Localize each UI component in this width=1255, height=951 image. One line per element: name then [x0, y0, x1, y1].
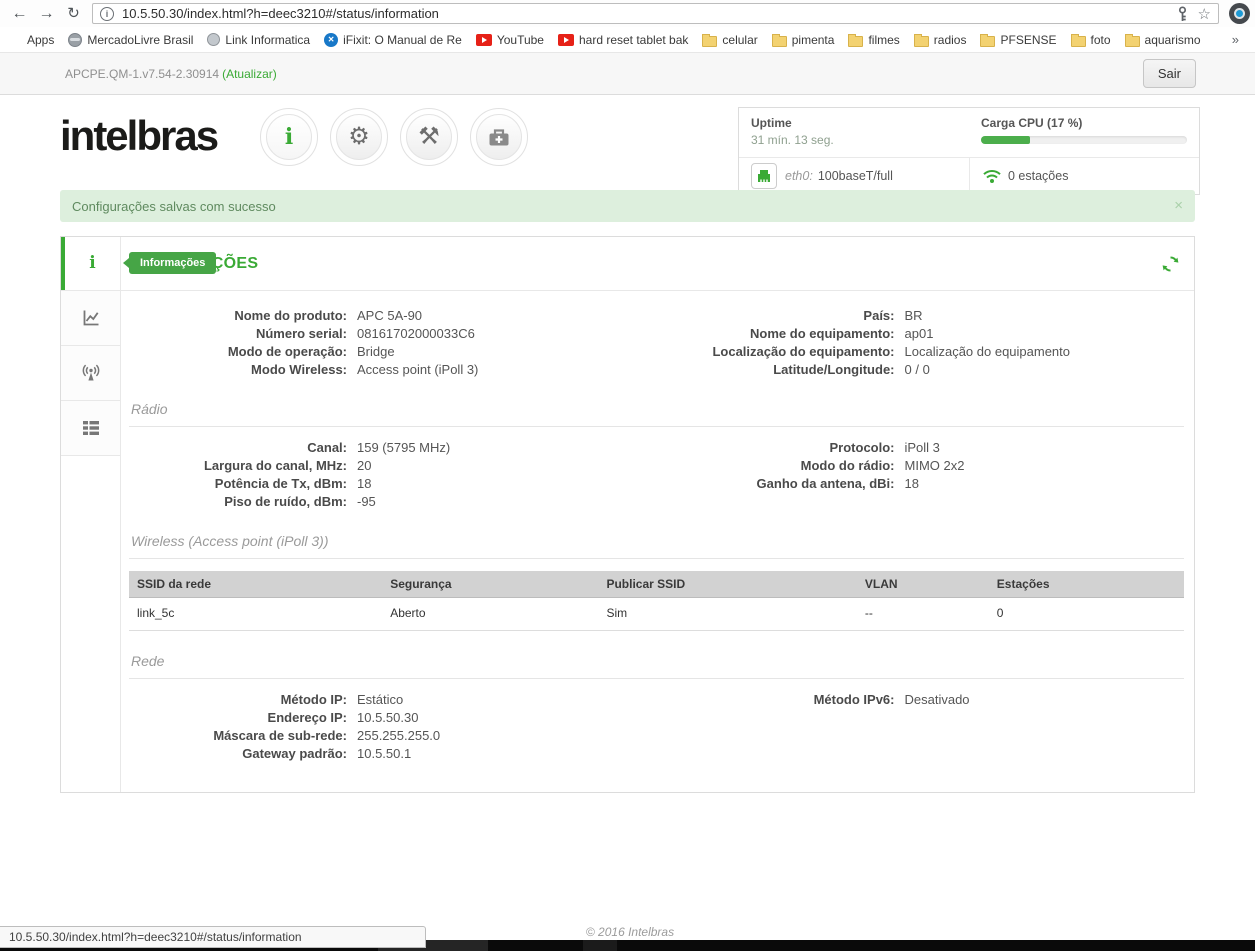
url-text[interactable]: 10.5.50.30/index.html?h=deec3210#/status…: [122, 6, 439, 21]
page-info-icon[interactable]: i: [100, 6, 114, 21]
info-icon: i: [284, 124, 294, 150]
cpu-load-label: Carga CPU (17 %): [981, 116, 1083, 130]
card-header: i INFORMAÇÕES Informações: [61, 237, 1194, 291]
bookmark-apps[interactable]: Apps: [8, 33, 54, 47]
toolbox-icon: [489, 129, 509, 146]
radio-info: Canal: 159 (5795 MHz) Largura do canal, M…: [203, 440, 965, 509]
bookmark-folder-pfsense[interactable]: PFSENSE: [980, 33, 1057, 47]
chart-icon: [83, 310, 98, 326]
bookmark-link-informatica[interactable]: Link Informatica: [207, 33, 310, 47]
success-alert: Configurações salvas com sucesso ×: [60, 190, 1195, 222]
info-icon: i: [89, 253, 96, 273]
cpu-progress-bar: [981, 136, 1187, 144]
bookmarks-overflow-icon[interactable]: »: [1231, 32, 1239, 47]
nav-tools-button[interactable]: ⚒: [400, 108, 458, 166]
forward-icon[interactable]: →: [38, 5, 55, 22]
bookmark-folder-aquarismo[interactable]: aquarismo: [1124, 33, 1201, 47]
copyright: © 2016 Intelbras: [585, 925, 675, 939]
folder-icon: [702, 33, 718, 47]
card-content: Nome do produto: APC 5A-90 Número serial:…: [121, 291, 1194, 792]
nav-status-button[interactable]: i: [260, 108, 318, 166]
section-network-title: Rede: [129, 653, 1184, 679]
network-info: Método IP: Estático Endereço IP: 10.5.50.3…: [213, 692, 970, 761]
refresh-icon[interactable]: [1161, 254, 1180, 273]
globe-icon: [68, 32, 83, 47]
bookmark-ifixit[interactable]: iFixit: O Manual de Re: [324, 32, 462, 47]
ethernet-port-icon: [751, 163, 777, 189]
folder-icon: [980, 33, 996, 47]
ifixit-icon: [324, 32, 339, 47]
table-header-row: SSID da rede Segurança Publicar SSID VLA…: [129, 571, 1184, 598]
firmware-version: APCPE.QM-1.v7.54-2.30914 (Atualizar): [65, 66, 277, 81]
folder-icon: [913, 33, 929, 47]
alert-message: Configurações salvas com sucesso: [72, 199, 276, 214]
list-icon: [82, 421, 99, 435]
uptime-value: 31 mín. 13 seg.: [751, 133, 834, 147]
reload-icon[interactable]: ↻: [67, 5, 80, 22]
ethernet-status: eth0: 100baseT/full: [739, 158, 969, 194]
bookmark-hard-reset[interactable]: hard reset tablet bak: [557, 33, 688, 47]
site-icon: [207, 33, 221, 46]
apps-grid-icon: [8, 33, 22, 47]
wifi-icon: [983, 170, 1001, 183]
main-area: intelbras i ⚙ ⚒ Uptime 31 mín. 13 seg. C…: [0, 95, 1255, 940]
folder-icon: [1070, 33, 1086, 47]
intelbras-logo: intelbras: [60, 112, 219, 159]
folder-icon: [771, 33, 787, 47]
main-nav: i ⚙ ⚒: [260, 108, 528, 166]
tab-services[interactable]: [61, 401, 120, 456]
tab-information[interactable]: i: [61, 237, 121, 290]
bookmarks-bar: Apps MercadoLivre Brasil Link Informatic…: [0, 27, 1255, 53]
status-card: i INFORMAÇÕES Informações: [60, 236, 1195, 793]
app-header: APCPE.QM-1.v7.54-2.30914 (Atualizar) Sair: [0, 53, 1255, 95]
wireless-table: SSID da rede Segurança Publicar SSID VLA…: [129, 571, 1184, 631]
tools-icon: ⚒: [418, 123, 440, 150]
bookmark-star-icon[interactable]: ☆: [1197, 5, 1211, 23]
status-panel: Uptime 31 mín. 13 seg. Carga CPU (17 %) …: [738, 107, 1200, 195]
device-info: Nome do produto: APC 5A-90 Número serial:…: [227, 308, 1071, 377]
bottom-bar: [0, 940, 1255, 951]
password-key-icon[interactable]: [1176, 5, 1189, 22]
nav-settings-button[interactable]: ⚙: [330, 108, 388, 166]
table-row: link_5c Aberto Sim -- 0: [129, 597, 1184, 631]
extension-icon[interactable]: [1229, 3, 1250, 24]
bookmark-mercadolivre[interactable]: MercadoLivre Brasil: [68, 32, 193, 47]
uptime-label: Uptime: [751, 116, 792, 130]
browser-status-bar: 10.5.50.30/index.html?h=deec3210#/status…: [0, 926, 426, 948]
browser-toolbar: ← → ↻ i 10.5.50.30/index.html?h=deec3210…: [0, 0, 1255, 27]
tab-wireless[interactable]: [61, 346, 120, 401]
youtube-icon: [557, 33, 574, 46]
stations-status: 0 estações: [969, 158, 1199, 194]
bookmark-folder-pimenta[interactable]: pimenta: [771, 33, 834, 47]
back-icon[interactable]: ←: [11, 5, 28, 22]
close-icon[interactable]: ×: [1174, 197, 1183, 214]
section-radio-title: Rádio: [129, 401, 1184, 427]
bookmark-youtube[interactable]: YouTube: [475, 33, 544, 47]
address-bar[interactable]: i 10.5.50.30/index.html?h=deec3210#/stat…: [92, 3, 1219, 24]
folder-icon: [1124, 33, 1140, 47]
gear-icon: ⚙: [348, 123, 370, 150]
brand-row: intelbras i ⚙ ⚒ Uptime 31 mín. 13 seg. C…: [0, 95, 1255, 195]
section-wireless-title: Wireless (Access point (iPoll 3)): [129, 533, 1184, 559]
logout-button[interactable]: Sair: [1142, 59, 1196, 88]
bookmark-folder-radios[interactable]: radios: [913, 33, 966, 47]
antenna-icon: [82, 364, 99, 381]
bookmark-folder-celular[interactable]: celular: [702, 33, 758, 47]
folder-icon: [848, 33, 864, 47]
bookmark-folder-filmes[interactable]: filmes: [848, 33, 900, 47]
update-link[interactable]: (Atualizar): [222, 66, 277, 81]
nav-system-button[interactable]: [470, 108, 528, 166]
tab-tooltip: Informações: [122, 251, 217, 274]
sidebar-tabs: [61, 291, 121, 792]
bookmark-folder-foto[interactable]: foto: [1070, 33, 1111, 47]
tab-statistics[interactable]: [61, 291, 120, 346]
youtube-icon: [475, 33, 492, 46]
